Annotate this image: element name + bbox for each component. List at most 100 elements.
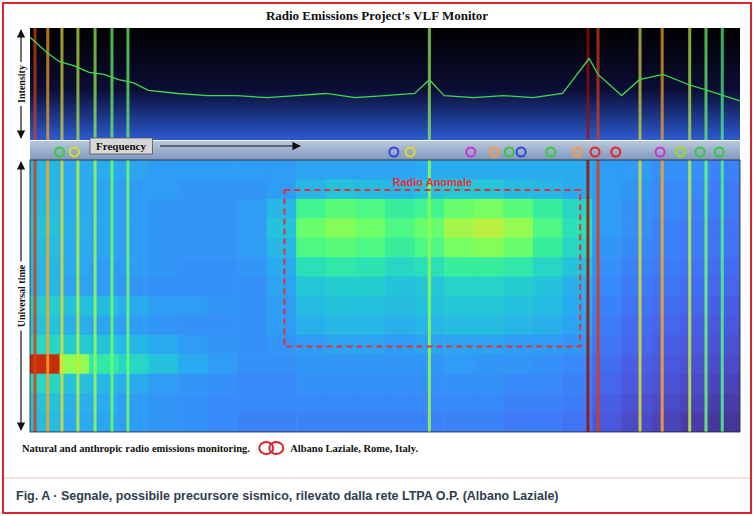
heatmap-cell	[474, 257, 504, 277]
heatmap-cell	[267, 257, 297, 277]
heatmap-cell	[119, 296, 149, 316]
station-marker	[55, 148, 64, 157]
intensity-title: Intensity	[16, 65, 27, 103]
heatmap-cell	[503, 413, 533, 432]
heatmap-cell	[622, 296, 652, 316]
heatmap-cell	[296, 218, 326, 238]
station-marker	[490, 148, 499, 157]
heatmap-cell	[651, 238, 681, 258]
station-line-top	[110, 28, 113, 140]
heatmap-cell	[148, 257, 178, 277]
station-line	[46, 160, 49, 432]
heatmap-cell	[444, 335, 474, 355]
heatmap-cell	[385, 413, 415, 432]
heatmap-cell	[710, 296, 740, 316]
x-axis-title: Frequency	[96, 140, 146, 152]
frequency-arrow	[160, 145, 300, 146]
heatmap-cell	[208, 354, 238, 374]
heatmap-cell	[119, 199, 149, 219]
heatmap-cell	[474, 160, 504, 180]
heatmap-cell	[355, 393, 385, 413]
intensity-panel	[30, 28, 740, 140]
heatmap-cell	[60, 257, 90, 277]
heatmap-cell	[503, 335, 533, 355]
heatmap-cell	[60, 315, 90, 335]
station-line-top	[639, 28, 642, 140]
heatmap-cell	[710, 238, 740, 258]
station-line	[110, 160, 113, 432]
heatmap-cell	[326, 199, 356, 219]
heatmap-cell	[385, 277, 415, 297]
heatmap-cell	[651, 354, 681, 374]
heatmap-cell	[385, 296, 415, 316]
heatmap-cell	[385, 199, 415, 219]
heatmap-cell	[474, 296, 504, 316]
heatmap-cell	[444, 315, 474, 335]
station-marker	[406, 148, 415, 157]
heatmap-cell	[355, 257, 385, 277]
heatmap-cell	[208, 315, 238, 335]
heatmap-cell	[148, 199, 178, 219]
heatmap-cell	[296, 179, 326, 199]
heatmap-cell	[60, 296, 90, 316]
heatmap-cell	[710, 218, 740, 238]
heatmap-cell	[60, 179, 90, 199]
x-axis-title-box	[90, 138, 152, 154]
heatmap-cell	[622, 354, 652, 374]
heatmap-cell	[444, 238, 474, 258]
heatmap-cell	[296, 277, 326, 297]
heatmap-cell	[503, 374, 533, 394]
heatmap-cell	[710, 315, 740, 335]
heatmap-cell	[651, 160, 681, 180]
station-line	[661, 160, 664, 432]
heatmap-cell	[208, 277, 238, 297]
station-marker	[389, 148, 398, 157]
heatmap-cell	[208, 199, 238, 219]
heatmap-cell	[178, 238, 208, 258]
heatmap-cell	[444, 277, 474, 297]
heatmap-cell	[326, 257, 356, 277]
station-line	[586, 160, 589, 432]
station-line-top	[34, 28, 37, 140]
heatmap-cell	[178, 374, 208, 394]
heatmap-cell	[710, 374, 740, 394]
heatmap-cell	[444, 374, 474, 394]
heatmap-cell	[60, 393, 90, 413]
heatmap-cell	[474, 199, 504, 219]
heatmap-cell	[385, 218, 415, 238]
y-axis-title-patch	[14, 261, 28, 330]
heatmap-cell	[148, 160, 178, 180]
heatmap-cell	[651, 179, 681, 199]
heatmap-cell	[622, 277, 652, 297]
heatmap-cell	[651, 277, 681, 297]
heatmap-cell	[622, 257, 652, 277]
heatmap-cell	[710, 354, 740, 374]
heatmap-cell	[208, 160, 238, 180]
station-marker	[715, 148, 724, 157]
heatmap-cell	[533, 238, 563, 258]
intensity-background	[30, 28, 740, 140]
heatmap-cell	[237, 374, 267, 394]
heatmap-cell	[385, 238, 415, 258]
heatmap-cell	[326, 393, 356, 413]
station-line-top	[597, 28, 600, 140]
heatmap-cell	[444, 393, 474, 413]
heatmap-cell	[503, 238, 533, 258]
station-marker	[591, 148, 600, 157]
station-marker	[70, 148, 79, 157]
annotation-box	[284, 190, 580, 346]
heatmap-cell	[237, 199, 267, 219]
station-line-top	[60, 28, 63, 140]
heatmap-cell	[237, 354, 267, 374]
heatmap-cell	[651, 296, 681, 316]
station-line	[688, 160, 691, 432]
heatmap-cell	[267, 179, 297, 199]
heatmap-cell	[533, 218, 563, 238]
heatmap-cell	[237, 238, 267, 258]
heatmap-cell	[533, 393, 563, 413]
heatmap-cell	[651, 218, 681, 238]
heatmap-cell	[119, 218, 149, 238]
heatmap-cell	[208, 413, 238, 432]
heatmap-cell	[267, 218, 297, 238]
heatmap-cell	[326, 315, 356, 335]
